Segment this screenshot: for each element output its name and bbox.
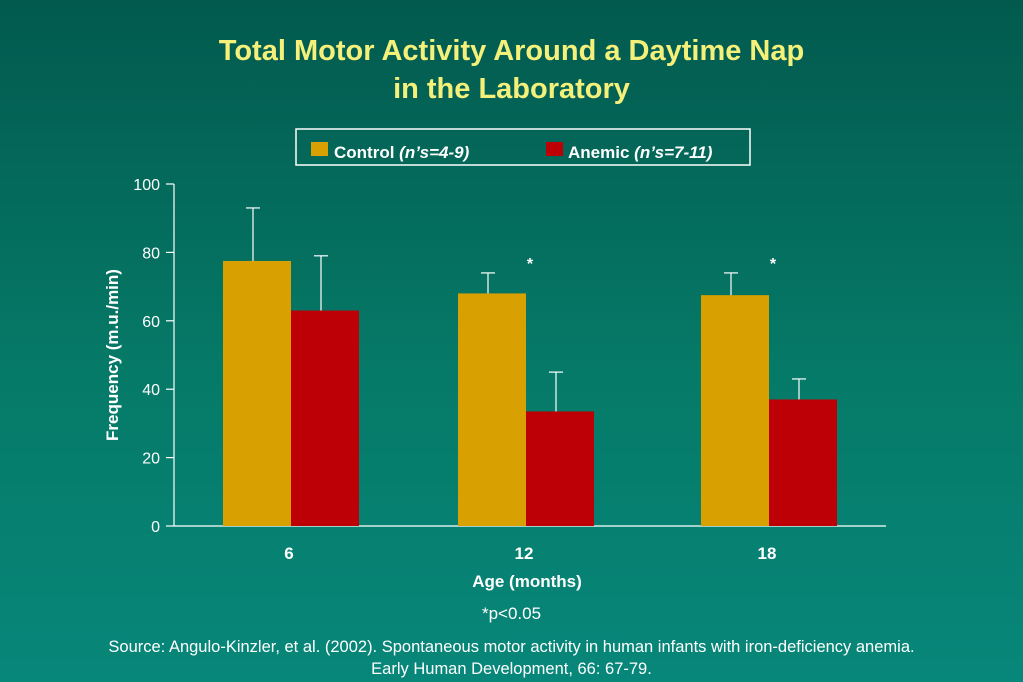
y-tick-label-0: 0	[151, 519, 160, 536]
y-tick-label-20: 20	[142, 451, 160, 468]
bar-anemic-12	[526, 411, 594, 526]
bar-anemic-18	[769, 399, 837, 526]
x-tick-label-12: 12	[515, 544, 534, 563]
y-tick-label-80: 80	[142, 245, 160, 262]
bars: * *	[223, 207, 837, 526]
x-tick-label-6: 6	[284, 544, 293, 563]
chart-title: Total Motor Activity Around a Daytime Na…	[0, 32, 1023, 108]
legend-note-control: (n’s=4-9)	[399, 143, 469, 162]
significance-footnote: *p<0.05	[481, 604, 542, 623]
legend-swatch-control	[311, 142, 328, 156]
legend-box	[295, 128, 751, 166]
source-citation: Source: Angulo-Kinzler, et al. (2002). S…	[0, 636, 1023, 680]
x-axis-label: Age (months)	[472, 572, 582, 591]
source-line-2: Early Human Development, 66: 67-79.	[371, 660, 652, 678]
significance-marker-12: *	[527, 256, 534, 273]
legend-swatch-anemic	[546, 142, 563, 156]
legend-name-control: Control	[334, 143, 394, 162]
y-tick-label-60: 60	[142, 314, 160, 331]
y-axis-label: Frequency (m.u./min)	[103, 269, 122, 441]
legend-label-control: Control (n’s=4-9)	[334, 143, 470, 162]
bar-control-6	[223, 260, 291, 526]
source-line-1: Source: Angulo-Kinzler, et al. (2002). S…	[108, 638, 915, 656]
chart-title-line-1: Total Motor Activity Around a Daytime Na…	[218, 35, 805, 67]
legend-note-anemic: (n’s=7-11)	[634, 143, 713, 162]
bar-anemic-6	[291, 310, 359, 526]
bar-control-12	[458, 293, 526, 526]
y-tick-label-40: 40	[142, 382, 160, 399]
legend-label-anemic: Anemic (n’s=7-11)	[568, 143, 713, 162]
y-tick-label-100: 100	[133, 177, 160, 194]
significance-marker-18: *	[770, 256, 777, 273]
legend: Control (n’s=4-9) Anemic (n’s=7-11)	[295, 128, 751, 166]
bar-control-18	[701, 295, 769, 526]
legend-name-anemic: Anemic	[568, 143, 629, 162]
chart-title-line-2: in the Laboratory	[393, 73, 630, 105]
x-tick-label-18: 18	[758, 544, 777, 563]
